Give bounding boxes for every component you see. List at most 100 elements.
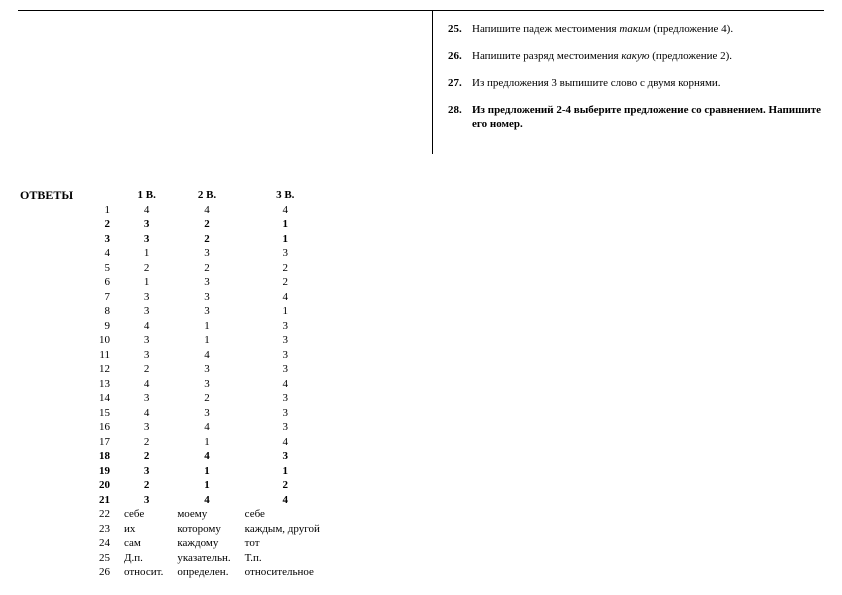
row-number: 21 [82, 493, 120, 508]
answer-cell: 4 [241, 435, 330, 450]
row-number: 11 [82, 348, 120, 363]
answer-cell: 2 [120, 449, 173, 464]
row-number: 10 [82, 333, 120, 348]
answer-cell: 4 [120, 319, 173, 334]
answer-cell: 1 [120, 246, 173, 261]
task-text-italic: какую [621, 50, 649, 62]
task-text-before: Из предложения 3 выпишите слово с двумя … [472, 77, 721, 89]
answer-cell: 3 [173, 290, 240, 305]
table-row: 5222 [82, 261, 330, 276]
answer-cell: себе [120, 507, 173, 522]
task-text-before: Из предложений 2-4 выберите предложение … [472, 104, 821, 131]
row-number: 2 [82, 217, 120, 232]
table-row: 24самкаждомутот [82, 536, 330, 551]
task-item: 28.Из предложений 2-4 выберите предложен… [448, 103, 828, 133]
answer-cell: относительное [241, 565, 330, 580]
answer-cell: 1 [241, 304, 330, 319]
answer-cell: 4 [173, 493, 240, 508]
row-number: 5 [82, 261, 120, 276]
answer-cell: 3 [173, 362, 240, 377]
answer-cell: 4 [173, 203, 240, 218]
answer-cell: их [120, 522, 173, 537]
answer-cell: 1 [173, 319, 240, 334]
page: 25.Напишите падеж местоимения таким (пре… [0, 0, 842, 595]
answer-cell: 4 [173, 420, 240, 435]
task-text: Напишите разряд местоимения какую (предл… [472, 49, 828, 64]
table-row: 26относит.определен.относительное [82, 565, 330, 580]
table-row: 14323 [82, 391, 330, 406]
answers-table: 1 В. 2 В. 3 В. 1444232133214133522261327… [82, 188, 330, 580]
answer-cell: Д.п. [120, 551, 173, 566]
answer-cell: 3 [120, 290, 173, 305]
answer-cell: 3 [120, 304, 173, 319]
answer-cell: 2 [241, 261, 330, 276]
table-row: 7334 [82, 290, 330, 305]
row-number: 20 [82, 478, 120, 493]
answer-cell: указательн. [173, 551, 240, 566]
answer-cell: 1 [241, 464, 330, 479]
answer-cell: 3 [120, 493, 173, 508]
row-number: 23 [82, 522, 120, 537]
answer-cell: 3 [241, 246, 330, 261]
task-number: 28. [448, 103, 472, 118]
table-row: 4133 [82, 246, 330, 261]
table-row: 25Д.п.указательн.Т.п. [82, 551, 330, 566]
answer-cell: 3 [241, 362, 330, 377]
row-number: 9 [82, 319, 120, 334]
row-number: 15 [82, 406, 120, 421]
answer-cell: 1 [173, 478, 240, 493]
answer-cell: 2 [120, 261, 173, 276]
row-number: 19 [82, 464, 120, 479]
answer-cell: 3 [120, 333, 173, 348]
table-row: 16343 [82, 420, 330, 435]
answer-cell: 4 [241, 377, 330, 392]
table-row: 22себемоемусебе [82, 507, 330, 522]
task-item: 25.Напишите падеж местоимения таким (пре… [448, 22, 828, 37]
row-number: 26 [82, 565, 120, 580]
answer-cell: 3 [173, 377, 240, 392]
table-row: 13434 [82, 377, 330, 392]
task-text-italic: таким [619, 23, 650, 35]
table-row: 21344 [82, 493, 330, 508]
table-row: 8331 [82, 304, 330, 319]
row-number: 13 [82, 377, 120, 392]
answer-cell: 3 [241, 391, 330, 406]
row-number: 6 [82, 275, 120, 290]
row-number: 12 [82, 362, 120, 377]
answer-cell: каждому [173, 536, 240, 551]
row-number: 8 [82, 304, 120, 319]
table-row: 6132 [82, 275, 330, 290]
task-item: 27.Из предложения 3 выпишите слово с дву… [448, 76, 828, 91]
row-number: 3 [82, 232, 120, 247]
answer-cell: 4 [120, 406, 173, 421]
row-number: 24 [82, 536, 120, 551]
task-text: Напишите падеж местоимения таким (предло… [472, 22, 828, 37]
answer-cell: 3 [241, 348, 330, 363]
header-v2: 2 В. [173, 188, 240, 203]
row-number: 14 [82, 391, 120, 406]
answer-cell: сам [120, 536, 173, 551]
row-number: 25 [82, 551, 120, 566]
answer-cell: 2 [241, 478, 330, 493]
table-row: 1444 [82, 203, 330, 218]
row-number: 17 [82, 435, 120, 450]
task-text: Из предложения 3 выпишите слово с двумя … [472, 76, 828, 91]
answer-cell: определен. [173, 565, 240, 580]
answer-cell: 2 [120, 478, 173, 493]
answer-cell: себе [241, 507, 330, 522]
answer-cell: 3 [241, 420, 330, 435]
top-rule [18, 10, 824, 11]
answer-cell: 2 [173, 217, 240, 232]
answers-body: 1444232133214133522261327334833194131031… [82, 203, 330, 580]
header-blank [82, 188, 120, 203]
answer-cell: 2 [173, 391, 240, 406]
table-row: 9413 [82, 319, 330, 334]
answer-cell: 2 [173, 232, 240, 247]
answer-cell: 1 [173, 333, 240, 348]
answer-cell: 2 [241, 275, 330, 290]
answers-label: ОТВЕТЫ [20, 188, 73, 203]
task-text: Из предложений 2-4 выберите предложение … [472, 103, 828, 133]
answer-cell: 4 [241, 493, 330, 508]
task-text-after: (предложение 4). [651, 23, 734, 35]
table-row: 2321 [82, 217, 330, 232]
